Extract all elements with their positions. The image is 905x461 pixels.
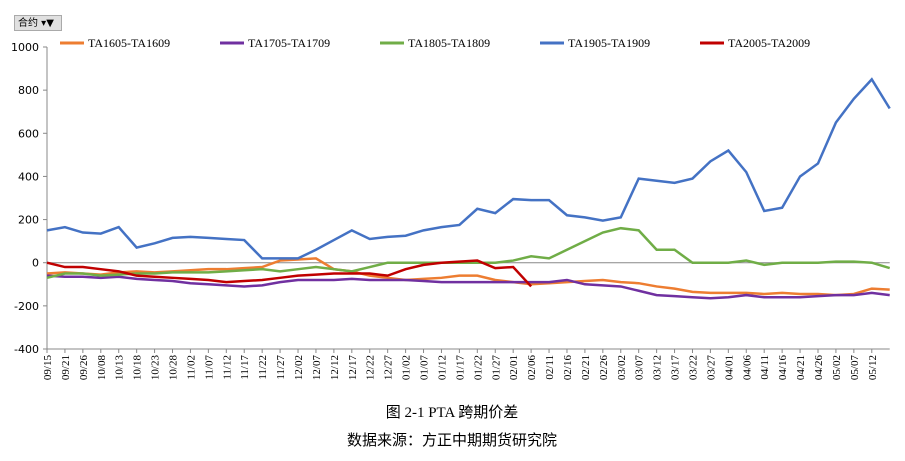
x-tick-label: 12/27 [383,355,395,381]
x-tick-label: 04/01 [723,355,735,380]
x-tick-label: 03/22 [687,355,699,380]
series-line [46,226,891,280]
x-tick-label: 01/02 [401,355,413,380]
x-tick-label: 02/11 [544,355,556,380]
x-tick-label: 11/27 [275,355,287,380]
x-tick-label: 04/11 [759,355,771,380]
x-tick-label: 10/23 [150,355,162,381]
x-tick-label: 10/13 [114,355,126,381]
x-tick-label: 01/22 [472,355,484,380]
x-tick-label: 10/18 [132,355,144,381]
legend-label: TA1605-TA1609 [88,36,170,50]
x-tick-label: 01/12 [436,355,448,380]
x-tick-label: 01/07 [419,355,431,381]
filter-label: 合约 [18,18,38,29]
legend-label: TA1905-TA1909 [568,36,650,50]
x-tick-label: 03/12 [652,355,664,380]
x-tick-label: 02/01 [508,355,520,380]
x-tick-label: 05/07 [849,355,861,381]
x-tick-label: 11/07 [203,355,215,380]
x-tick-label: 02/06 [526,355,538,381]
x-tick-label: 04/21 [795,355,807,380]
x-tick-label: 05/12 [867,355,879,380]
series-line [46,259,533,288]
series-line [46,274,890,300]
x-tick-label: 12/17 [347,355,359,381]
x-tick-label: 11/17 [239,355,251,380]
x-tick-label: 02/21 [580,355,592,380]
x-tick-label: 11/02 [185,355,197,380]
y-tick-label: 200 [18,214,39,227]
x-tick-label: 10/28 [168,355,180,381]
x-tick-label: 12/12 [329,355,341,380]
filter-button[interactable]: 合约 ▾▼ [14,15,62,31]
y-tick-label: 0 [32,257,39,270]
legend-label: TA1705-TA1709 [248,36,330,50]
source: 数据来源：方正中期期货研究院 [347,431,557,449]
x-tick-label: 01/27 [490,355,502,381]
x-tick-label: 12/02 [293,355,305,380]
x-tick-label: 01/17 [454,355,466,381]
x-tick-label: 04/26 [813,355,825,381]
x-tick-label: 11/22 [257,355,269,380]
x-tick-label: 11/12 [221,355,233,380]
x-tick-label: 03/07 [634,355,646,381]
y-tick-label: 600 [18,127,39,140]
legend-label: TA1805-TA1809 [408,36,490,50]
y-tick-label: 400 [18,170,39,183]
x-tick-label: 09/21 [60,355,72,380]
y-tick-label: -400 [14,343,39,356]
x-tick-label: 02/16 [562,355,574,381]
x-tick-label: 04/06 [741,355,753,381]
caption: 图 2-1 PTA 跨期价差 [386,404,519,421]
x-tick-label: 02/26 [598,355,610,381]
x-tick-label: 05/02 [831,355,843,380]
legend-label: TA2005-TA2009 [728,36,810,50]
x-tick-label: 10/08 [96,355,108,381]
x-tick-label: 03/02 [616,355,628,380]
x-tick-label: 03/17 [670,355,682,381]
y-tick-label: -200 [14,300,39,313]
y-tick-label: 1000 [11,41,39,54]
y-tick-label: 800 [18,84,39,97]
series-line [46,257,890,297]
x-tick-label: 12/07 [311,355,323,381]
series-line [46,77,891,260]
x-tick-label: 04/16 [777,355,789,381]
x-tick-label: 03/27 [705,355,717,381]
x-tick-label: 09/15 [42,355,54,381]
x-tick-label: 12/22 [365,355,377,380]
x-tick-label: 09/26 [78,355,90,381]
